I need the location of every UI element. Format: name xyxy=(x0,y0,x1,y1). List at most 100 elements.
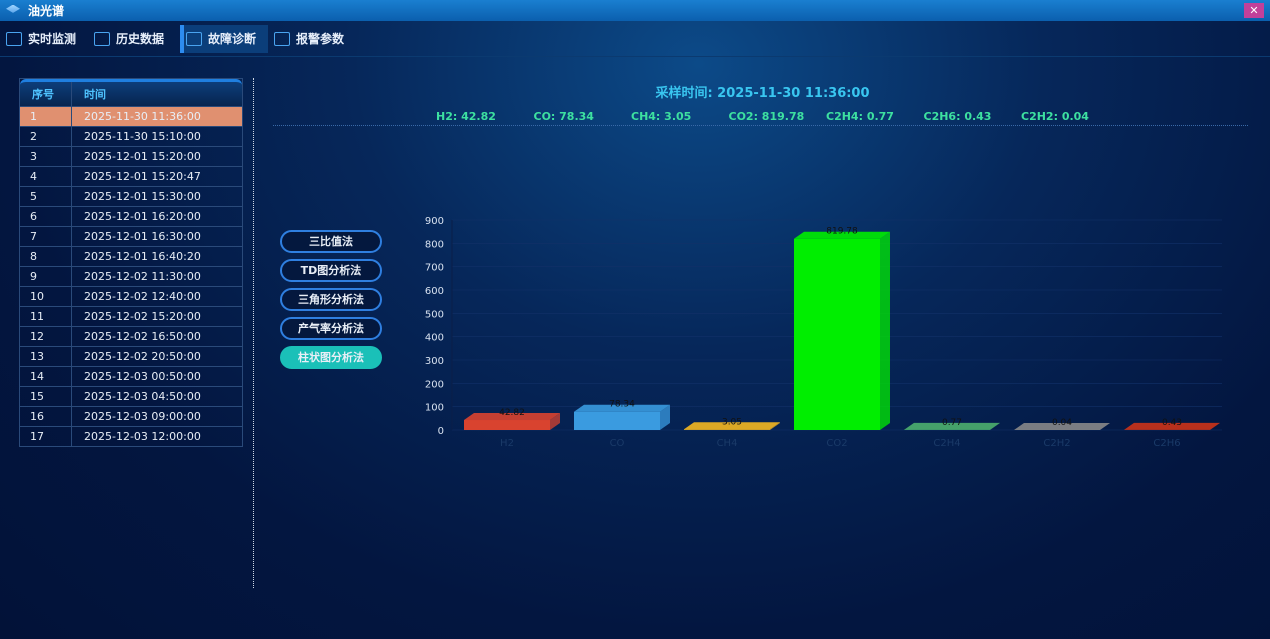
row-index: 2 xyxy=(20,127,72,146)
row-time: 2025-11-30 11:36:00 xyxy=(84,110,201,123)
bar-side xyxy=(880,231,890,430)
row-time: 2025-12-03 04:50:00 xyxy=(84,390,201,403)
bar-side xyxy=(990,422,1000,430)
bar-side xyxy=(1210,422,1220,430)
tab-alarm-params[interactable]: 报警参数 xyxy=(272,25,356,53)
gas-c2h6: C2H6: 0.43 xyxy=(923,110,992,123)
bar-value-label: 3.05 xyxy=(722,417,742,427)
row-time: 2025-12-01 15:30:00 xyxy=(84,190,201,203)
row-index: 14 xyxy=(20,367,72,386)
tab-history[interactable]: 历史数据 xyxy=(92,25,176,53)
table-row[interactable]: 5 2025-12-01 15:30:00 xyxy=(20,186,242,206)
bar-co xyxy=(574,411,660,430)
table-row[interactable]: 7 2025-12-01 16:30:00 xyxy=(20,226,242,246)
x-tick-label: C2H4 xyxy=(933,438,960,449)
tab-label: 实时监测 xyxy=(28,32,77,46)
bar-value-label: 0.77 xyxy=(942,418,962,428)
gas-co2: CO2: 819.78 xyxy=(728,110,805,123)
row-index: 4 xyxy=(20,167,72,186)
method-three-ratio-button[interactable]: 三比值法 xyxy=(280,230,382,253)
method-bar-chart-button[interactable]: 柱状图分析法 xyxy=(280,346,382,369)
table-row[interactable]: 10 2025-12-02 12:40:00 xyxy=(20,286,242,306)
bar-top xyxy=(1124,422,1220,430)
tab-label: 报警参数 xyxy=(296,32,345,46)
table-row[interactable]: 11 2025-12-02 15:20:00 xyxy=(20,306,242,326)
bar-side xyxy=(770,422,780,430)
bar-top xyxy=(684,422,780,430)
bar-value-label: 78.34 xyxy=(609,400,635,410)
gas-c2h2: C2H2: 0.04 xyxy=(1021,110,1089,123)
method-td-button[interactable]: TD图分析法 xyxy=(280,259,382,282)
title-bar: 油光谱 xyxy=(0,0,1270,21)
row-index: 9 xyxy=(20,267,72,286)
row-time: 2025-12-02 16:50:00 xyxy=(84,330,201,343)
table-row[interactable]: 12 2025-12-02 16:50:00 xyxy=(20,326,242,346)
row-index: 6 xyxy=(20,207,72,226)
tab-realtime[interactable]: 实时监测 xyxy=(4,25,88,53)
tab-label: 故障诊断 xyxy=(208,32,257,46)
row-index: 7 xyxy=(20,227,72,246)
row-index: 1 xyxy=(20,107,72,126)
table-row[interactable]: 8 2025-12-01 16:40:20 xyxy=(20,246,242,266)
tab-diagnosis[interactable]: 故障诊断 xyxy=(180,24,269,53)
gas-c2h4: C2H4: 0.77 xyxy=(826,110,894,123)
table-row[interactable]: 3 2025-12-01 15:20:00 xyxy=(20,146,242,166)
bar-top xyxy=(1014,422,1110,430)
row-time: 2025-12-01 16:20:00 xyxy=(84,210,201,223)
y-tick-label: 700 xyxy=(425,263,444,274)
table-row[interactable]: 15 2025-12-03 04:50:00 xyxy=(20,386,242,406)
row-time: 2025-11-30 15:10:00 xyxy=(84,130,201,143)
table-row[interactable]: 9 2025-12-02 11:30:00 xyxy=(20,266,242,286)
bar-chart: 0 100 200 300 400 500 600 700 800 900 42.82 H2 78.34… xyxy=(425,216,1222,449)
user-settings-icon xyxy=(274,31,291,46)
separator xyxy=(273,125,1248,126)
row-time: 2025-12-02 12:40:00 xyxy=(84,290,201,303)
table-row[interactable]: 14 2025-12-03 00:50:00 xyxy=(20,366,242,386)
row-index: 12 xyxy=(20,327,72,346)
row-index: 17 xyxy=(20,427,72,446)
bar-value-label: 0.04 xyxy=(1052,418,1072,428)
gas-co: CO: 78.34 xyxy=(533,110,594,123)
nav-bar: 实时监测 历史数据 故障诊断 报警参数 xyxy=(0,21,1270,57)
row-time: 2025-12-01 15:20:00 xyxy=(84,150,201,163)
table-row[interactable]: 1 2025-11-30 11:36:00 xyxy=(20,106,242,126)
y-tick-label: 900 xyxy=(425,216,444,227)
x-tick-label: CO xyxy=(610,438,625,449)
table-row[interactable]: 2 2025-11-30 15:10:00 xyxy=(20,126,242,146)
x-tick-label: CH4 xyxy=(717,438,738,449)
method-gas-rate-button[interactable]: 产气率分析法 xyxy=(280,317,382,340)
row-time: 2025-12-02 20:50:00 xyxy=(84,350,201,363)
table-row[interactable]: 17 2025-12-03 12:00:00 xyxy=(20,426,242,446)
bar-value-label: 42.82 xyxy=(499,408,525,418)
row-time: 2025-12-01 16:40:20 xyxy=(84,250,201,263)
row-index: 10 xyxy=(20,287,72,306)
row-time: 2025-12-03 00:50:00 xyxy=(84,370,201,383)
table-row[interactable]: 6 2025-12-01 16:20:00 xyxy=(20,206,242,226)
x-tick-label: C2H2 xyxy=(1043,438,1070,449)
bar-top xyxy=(904,422,1000,430)
header-time: 时间 xyxy=(84,88,106,101)
y-tick-label: 800 xyxy=(425,239,444,250)
x-tick-label: H2 xyxy=(500,438,514,449)
bar-top xyxy=(464,413,560,421)
table-row[interactable]: 16 2025-12-03 09:00:00 xyxy=(20,406,242,426)
table-header: 序号 时间 xyxy=(20,79,242,106)
monitor-icon xyxy=(6,31,22,46)
bar-side xyxy=(660,404,670,430)
diagnosis-icon xyxy=(186,31,203,46)
method-triangle-button[interactable]: 三角形分析法 xyxy=(280,288,382,311)
table-row[interactable]: 4 2025-12-01 15:20:47 xyxy=(20,166,242,186)
tab-label: 历史数据 xyxy=(116,32,165,46)
x-tick-label: CO2 xyxy=(826,438,847,449)
bar-top xyxy=(574,404,670,412)
table-row[interactable]: 13 2025-12-02 20:50:00 xyxy=(20,346,242,366)
bar-ch4 xyxy=(684,429,770,430)
header-index: 序号 xyxy=(20,82,72,106)
row-time: 2025-12-02 15:20:00 xyxy=(84,310,201,323)
y-tick-label: 500 xyxy=(425,309,444,320)
y-tick-label: 200 xyxy=(425,379,444,390)
bar-side xyxy=(1100,422,1110,430)
bar-co2 xyxy=(794,238,880,430)
method-buttons: 三比值法 TD图分析法 三角形分析法 产气率分析法 柱状图分析法 xyxy=(280,230,382,375)
close-icon[interactable]: ✕ xyxy=(1244,3,1264,18)
